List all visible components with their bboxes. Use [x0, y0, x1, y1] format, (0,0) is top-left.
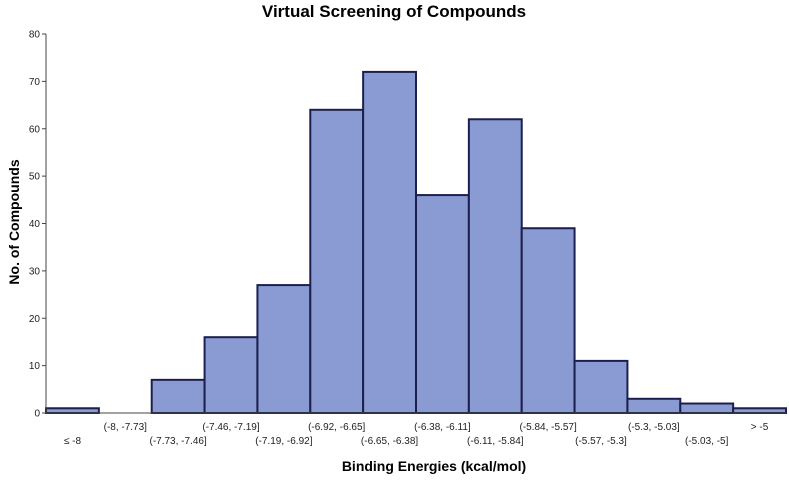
histogram-bar: [362, 70, 418, 415]
y-tick-label: 30: [29, 266, 41, 277]
y-tick-label: 0: [34, 409, 40, 420]
histogram-bar: [626, 397, 682, 415]
histogram-bar: [573, 359, 629, 415]
histogram-bar: [309, 108, 365, 415]
x-category-label: (-6.65, -6.38]: [361, 436, 418, 447]
histogram-bar: [467, 118, 523, 415]
x-category-label: (-6.11, -5.84]: [467, 436, 524, 447]
y-tick-label: 20: [29, 314, 41, 325]
x-category-label: (-7.19, -6.92]: [255, 436, 312, 447]
histogram-bar: [150, 378, 206, 414]
x-category-label: > -5: [751, 422, 769, 433]
x-axis-tick-labels: ≤ -8 (-8, -7.73](-7.73, -7.46] (-7.46, -7.…: [64, 422, 769, 447]
x-category-label: (-7.46, -7.19]: [202, 422, 259, 433]
x-category-label: (-5.03, -5]: [685, 436, 729, 447]
x-category-label: (-6.38, -6.11]: [414, 422, 471, 433]
x-category-label: (-6.92, -6.65]: [308, 422, 365, 433]
x-category-label: (-8, -7.73]: [104, 422, 148, 433]
y-tick-label: 10: [29, 361, 41, 372]
y-tick-label: 50: [29, 172, 41, 183]
y-tick-label: 60: [29, 124, 41, 135]
histogram-bar: [45, 407, 100, 415]
y-axis-title: No. of Compounds: [6, 159, 22, 284]
x-category-label: (-5.3, -5.03]: [628, 422, 680, 433]
histogram-bar: [256, 284, 312, 414]
x-category-label: (-5.57, -5.3]: [575, 436, 627, 447]
y-tick-label: 80: [29, 30, 41, 41]
histogram-bar: [679, 402, 735, 414]
x-axis-title: Binding Energies (kcal/mol): [342, 458, 526, 474]
histogram-bar: [203, 336, 259, 415]
y-tick-label: 40: [29, 219, 41, 230]
histogram-bar: [415, 194, 470, 414]
histogram-bar: [732, 407, 788, 415]
histogram-bar: [520, 227, 576, 414]
x-category-label: ≤ -8: [64, 436, 82, 447]
bars-layer: [45, 70, 788, 415]
x-category-label: (-5.84, -5.57]: [520, 422, 577, 433]
y-tick-label: 70: [29, 77, 41, 88]
y-axis-ticks: 0 10 20 30 40 50 60 70 80: [29, 30, 46, 420]
chart-title: Virtual Screening of Compounds: [262, 2, 526, 21]
x-category-label: (-7.73, -7.46]: [150, 436, 207, 447]
